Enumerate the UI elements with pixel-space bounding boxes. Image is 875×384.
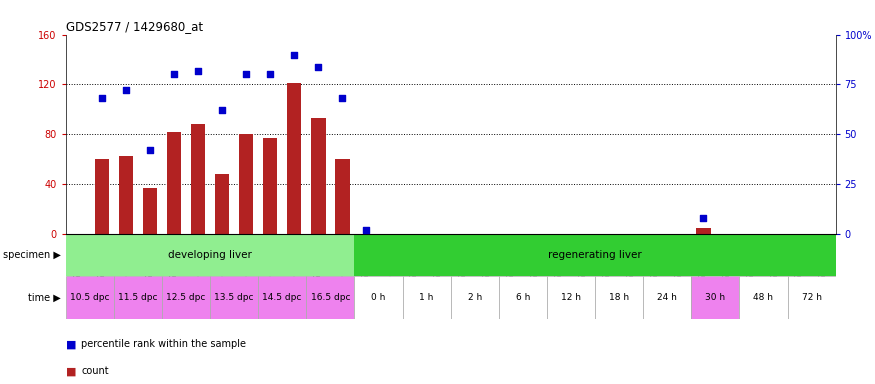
Point [312, 63, 326, 70]
Bar [287, 83, 301, 234]
Bar [402, 276, 451, 319]
Text: percentile rank within the sample: percentile rank within the sample [81, 339, 247, 349]
Text: count: count [81, 366, 109, 376]
Text: 13.5 dpc: 13.5 dpc [214, 293, 254, 302]
Point [215, 108, 229, 114]
Text: 1 h: 1 h [419, 293, 434, 302]
Bar [239, 134, 254, 234]
Text: 14.5 dpc: 14.5 dpc [262, 293, 302, 302]
Text: 16.5 dpc: 16.5 dpc [311, 293, 350, 302]
Text: 30 h: 30 h [705, 293, 725, 302]
Bar [354, 234, 836, 276]
Bar [162, 276, 210, 319]
Point [360, 227, 374, 233]
Point [263, 71, 277, 78]
Bar [258, 276, 306, 319]
Bar [143, 188, 158, 234]
Text: GDS2577 / 1429680_at: GDS2577 / 1429680_at [66, 20, 203, 33]
Point [239, 71, 253, 78]
Bar [215, 174, 229, 234]
Point [167, 71, 181, 78]
Bar [788, 276, 836, 319]
Bar [66, 276, 114, 319]
Text: specimen ▶: specimen ▶ [4, 250, 61, 260]
Text: 0 h: 0 h [371, 293, 386, 302]
Text: 12.5 dpc: 12.5 dpc [166, 293, 206, 302]
Bar [94, 159, 109, 234]
Bar [167, 132, 181, 234]
Bar [263, 138, 277, 234]
Bar [312, 118, 326, 234]
Bar [499, 276, 547, 319]
Text: regenerating liver: regenerating liver [548, 250, 642, 260]
Bar [691, 276, 739, 319]
Bar [696, 228, 710, 234]
Text: 2 h: 2 h [467, 293, 482, 302]
Text: developing liver: developing liver [168, 250, 252, 260]
Point [143, 147, 157, 154]
Text: 18 h: 18 h [609, 293, 629, 302]
Bar [306, 276, 354, 319]
Text: 10.5 dpc: 10.5 dpc [70, 293, 109, 302]
Bar [119, 156, 133, 234]
Text: ■: ■ [66, 366, 76, 376]
Text: 72 h: 72 h [802, 293, 822, 302]
Point [119, 88, 133, 94]
Bar [210, 276, 258, 319]
Bar [595, 276, 643, 319]
Point [191, 68, 205, 74]
Text: ■: ■ [66, 339, 76, 349]
Bar [451, 276, 499, 319]
Text: 24 h: 24 h [657, 293, 677, 302]
Text: 12 h: 12 h [561, 293, 581, 302]
Bar [739, 276, 788, 319]
Point [287, 51, 301, 58]
Bar [191, 124, 206, 234]
Bar [354, 276, 402, 319]
Point [696, 215, 710, 221]
Text: 11.5 dpc: 11.5 dpc [118, 293, 158, 302]
Point [335, 95, 349, 101]
Text: time ▶: time ▶ [29, 293, 61, 303]
Bar [335, 159, 350, 234]
Bar [66, 234, 354, 276]
Bar [547, 276, 595, 319]
Point [94, 95, 108, 101]
Bar [114, 276, 162, 319]
Text: 6 h: 6 h [515, 293, 530, 302]
Text: 48 h: 48 h [753, 293, 774, 302]
Bar [643, 276, 691, 319]
